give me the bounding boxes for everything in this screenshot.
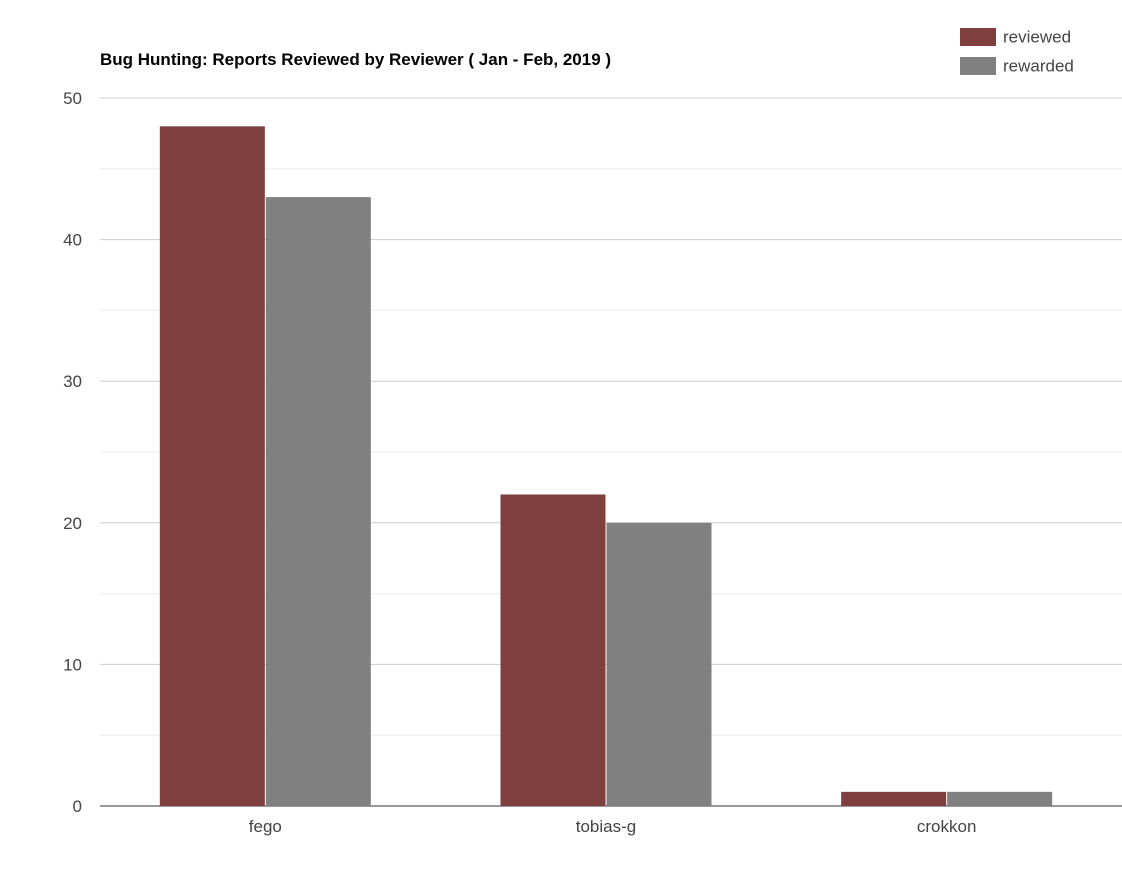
chart-title: Bug Hunting: Reports Reviewed by Reviewe… — [100, 50, 611, 69]
bar-reviewed-crokkon[interactable] — [841, 791, 947, 806]
bars — [159, 126, 1053, 806]
y-tick-label: 10 — [63, 655, 82, 674]
bar-rewarded-crokkon[interactable] — [947, 791, 1053, 806]
y-tick-label: 50 — [63, 89, 82, 108]
y-tick-label: 20 — [63, 514, 82, 533]
y-tick-label: 30 — [63, 372, 82, 391]
legend-label: reviewed — [1003, 28, 1071, 47]
legend-item-reviewed[interactable]: reviewed — [960, 28, 1071, 47]
legend-swatch — [960, 57, 996, 75]
legend-label: rewarded — [1003, 57, 1074, 76]
axes: 0 10 20 30 40 50 fego tobias-g crokkon — [63, 89, 1122, 836]
x-tick-label: fego — [249, 817, 282, 836]
legend[interactable]: reviewed rewarded — [960, 28, 1074, 76]
bar-rewarded-fego[interactable] — [265, 197, 371, 806]
x-tick-label: tobias-g — [576, 817, 636, 836]
x-tick-label: crokkon — [917, 817, 977, 836]
legend-item-rewarded[interactable]: rewarded — [960, 57, 1074, 76]
bar-rewarded-tobias-g[interactable] — [606, 522, 712, 806]
y-tick-label: 40 — [63, 231, 82, 250]
legend-swatch — [960, 28, 996, 46]
bar-reviewed-fego[interactable] — [159, 126, 265, 806]
y-tick-label: 0 — [73, 797, 82, 816]
bar-reviewed-tobias-g[interactable] — [500, 494, 606, 806]
